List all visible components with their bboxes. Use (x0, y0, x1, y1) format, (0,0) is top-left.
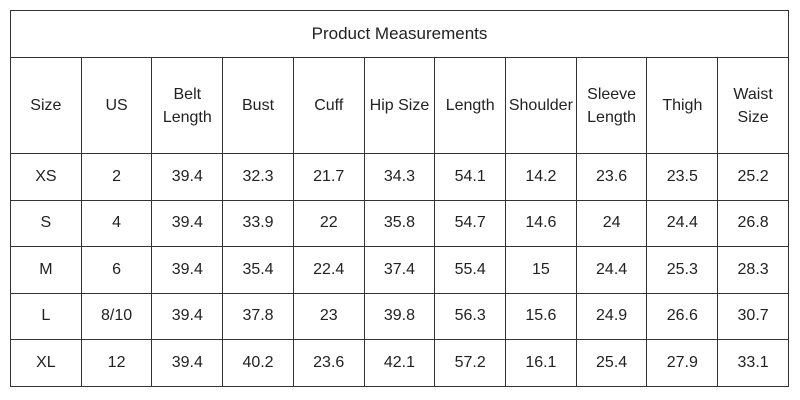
cell: 22.4 (292, 246, 365, 294)
column-header: Size (10, 57, 82, 154)
cell: 34.3 (363, 153, 436, 201)
cell: 35.4 (222, 246, 294, 294)
column-header: Belt Length (151, 57, 224, 154)
cell: 26.8 (717, 199, 789, 247)
cell: 54.7 (434, 199, 507, 247)
cell: 24.4 (646, 199, 719, 247)
cell: 27.9 (646, 339, 719, 387)
cell: 12 (80, 339, 153, 387)
cell: 23.6 (292, 339, 365, 387)
cell: S (10, 199, 82, 247)
cell: 33.9 (222, 199, 294, 247)
cell: 40.2 (222, 339, 294, 387)
cell: 24 (575, 199, 648, 247)
cell: 39.4 (151, 153, 224, 201)
cell: 39.4 (151, 199, 224, 247)
cell: 21.7 (292, 153, 365, 201)
cell: 39.4 (151, 339, 224, 387)
cell: 23.6 (575, 153, 648, 201)
data-row: XS 2 39.4 32.3 21.7 34.3 54.1 14.2 23.6 23.5 25.2 (10, 153, 789, 201)
column-header: Waist Size (717, 57, 789, 154)
cell: XS (10, 153, 82, 201)
column-header: Thigh (646, 57, 719, 154)
cell: 23.5 (646, 153, 719, 201)
table-body: XS 2 39.4 32.3 21.7 34.3 54.1 14.2 23.6 23.5 25.2 S… (10, 153, 789, 387)
cell: 8/10 (80, 292, 153, 340)
cell: 35.8 (363, 199, 436, 247)
data-row: M 6 39.4 35.4 22.4 37.4 55.4 15 24.4 25.3 28.3 (10, 246, 789, 294)
column-header: Cuff (292, 57, 365, 154)
cell: XL (10, 339, 82, 387)
cell: 24.9 (575, 292, 648, 340)
column-header: US (80, 57, 153, 154)
header-row: Size US Belt Length Bust Cuff Hip Size Length S… (10, 57, 789, 154)
cell: 2 (80, 153, 153, 201)
cell: 57.2 (434, 339, 507, 387)
cell: 28.3 (717, 246, 789, 294)
cell: 14.6 (505, 199, 577, 247)
cell: 15.6 (505, 292, 577, 340)
cell: 14.2 (505, 153, 577, 201)
cell: 37.4 (363, 246, 436, 294)
data-row: L 8/10 39.4 37.8 23 39.8 56.3 15.6 24.9 26.6 30.7 (10, 292, 789, 340)
cell: 22 (292, 199, 365, 247)
cell: 25.4 (575, 339, 648, 387)
cell: 4 (80, 199, 153, 247)
table-title: Product Measurements (10, 10, 789, 58)
cell: 37.8 (222, 292, 294, 340)
cell: 16.1 (505, 339, 577, 387)
cell: 15 (505, 246, 577, 294)
cell: 26.6 (646, 292, 719, 340)
cell: 23 (292, 292, 365, 340)
cell: 54.1 (434, 153, 507, 201)
cell: 56.3 (434, 292, 507, 340)
column-header: Length (434, 57, 507, 154)
cell: 39.4 (151, 292, 224, 340)
cell: 33.1 (717, 339, 789, 387)
cell: 6 (80, 246, 153, 294)
column-header: Sleeve Length (575, 57, 648, 154)
data-row: XL 12 39.4 40.2 23.6 42.1 57.2 16.1 25.4 27.9 33.1 (10, 339, 789, 387)
column-header: Hip Size (363, 57, 436, 154)
cell: 39.4 (151, 246, 224, 294)
measurements-table: Product Measurements Size US Belt Length Bu… (10, 10, 789, 387)
cell: 25.3 (646, 246, 719, 294)
cell: M (10, 246, 82, 294)
cell: 39.8 (363, 292, 436, 340)
cell: 55.4 (434, 246, 507, 294)
cell: 32.3 (222, 153, 294, 201)
cell: 25.2 (717, 153, 789, 201)
cell: 30.7 (717, 292, 789, 340)
data-row: S 4 39.4 33.9 22 35.8 54.7 14.6 24 24.4 26.8 (10, 199, 789, 247)
cell: L (10, 292, 82, 340)
cell: 24.4 (575, 246, 648, 294)
cell: 42.1 (363, 339, 436, 387)
column-header: Shoulder (505, 57, 577, 154)
column-header: Bust (222, 57, 294, 154)
